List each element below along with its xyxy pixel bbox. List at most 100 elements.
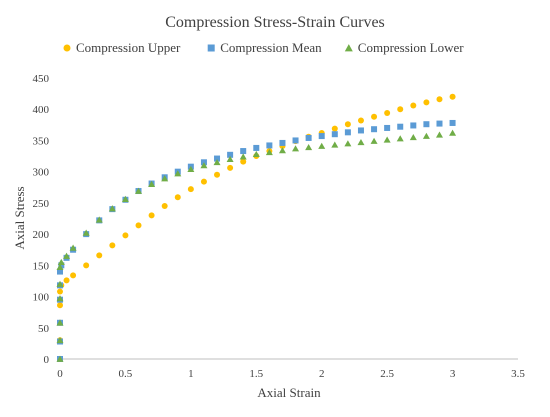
data-point bbox=[214, 155, 221, 162]
data-point bbox=[95, 216, 103, 223]
data-point bbox=[57, 258, 65, 266]
data-point bbox=[371, 126, 378, 133]
legend-marker bbox=[344, 44, 353, 52]
data-point bbox=[57, 268, 63, 275]
y-tick-label: 350 bbox=[33, 135, 50, 147]
data-point bbox=[135, 187, 143, 194]
data-point bbox=[174, 194, 181, 201]
data-point bbox=[108, 205, 116, 212]
data-point bbox=[279, 139, 286, 146]
data-point bbox=[266, 142, 273, 149]
data-point bbox=[122, 232, 129, 239]
y-tick-label: 100 bbox=[33, 292, 50, 304]
data-point bbox=[422, 132, 430, 139]
data-point bbox=[449, 93, 456, 100]
data-point bbox=[161, 175, 169, 182]
data-point bbox=[226, 155, 234, 163]
data-point bbox=[213, 158, 221, 166]
data-point bbox=[57, 288, 63, 295]
axes: 0 0.5 1 1.5 2 2.5 3 3.5 0 50 100 150 200 250 300 350 400… bbox=[33, 73, 526, 380]
data-point bbox=[57, 302, 63, 309]
data-point bbox=[410, 102, 417, 109]
y-tick-label: 200 bbox=[33, 229, 50, 241]
y-axis-label: Axial Stress bbox=[12, 186, 27, 249]
data-point bbox=[252, 150, 260, 158]
y-tick-label: 0 bbox=[44, 354, 50, 366]
data-point bbox=[239, 153, 247, 160]
legend-label: Compression Lower bbox=[358, 40, 464, 55]
data-point bbox=[70, 272, 77, 279]
data-point bbox=[396, 135, 404, 142]
data-point bbox=[371, 113, 378, 120]
legend: Compression Upper Compression Mean Compres… bbox=[63, 40, 464, 55]
data-point bbox=[305, 134, 312, 141]
data-point bbox=[56, 355, 64, 362]
data-point bbox=[423, 121, 430, 128]
data-point bbox=[331, 131, 338, 138]
data-point bbox=[227, 164, 234, 171]
data-point bbox=[357, 117, 364, 124]
data-point bbox=[357, 138, 365, 146]
data-point bbox=[200, 162, 208, 169]
x-axis-label: Axial Strain bbox=[257, 385, 321, 400]
data-point bbox=[148, 180, 156, 188]
legend-marker bbox=[63, 44, 71, 52]
data-point bbox=[56, 280, 64, 287]
data-point bbox=[135, 222, 142, 229]
data-point bbox=[56, 263, 64, 271]
y-tick-label: 150 bbox=[33, 260, 50, 272]
y-tick-label: 400 bbox=[33, 104, 50, 116]
data-point bbox=[187, 186, 194, 193]
data-point bbox=[397, 106, 404, 113]
data-point bbox=[82, 229, 90, 236]
data-point bbox=[318, 133, 325, 140]
series-compression-lower bbox=[56, 129, 457, 362]
data-point bbox=[357, 127, 364, 134]
legend-item: Compression Upper bbox=[63, 40, 181, 55]
x-tick-label: 3.5 bbox=[511, 368, 525, 380]
data-point bbox=[344, 140, 352, 147]
data-point bbox=[227, 151, 234, 158]
x-tick-label: 2.5 bbox=[380, 368, 394, 380]
data-point bbox=[200, 178, 207, 185]
x-tick-label: 1 bbox=[188, 368, 194, 380]
data-point bbox=[449, 129, 457, 136]
x-tick-label: 1.5 bbox=[249, 368, 263, 380]
data-point bbox=[436, 96, 443, 103]
data-point bbox=[449, 119, 456, 126]
y-tick-label: 300 bbox=[33, 167, 50, 179]
data-point bbox=[253, 144, 260, 151]
x-tick-label: 2 bbox=[319, 368, 325, 380]
data-point bbox=[63, 277, 70, 284]
chart-title: Compression Stress-Strain Curves bbox=[165, 14, 385, 31]
data-point bbox=[278, 147, 286, 154]
legend-marker bbox=[207, 44, 215, 52]
data-point bbox=[331, 125, 338, 132]
data-point bbox=[305, 143, 313, 151]
data-point bbox=[423, 99, 430, 106]
x-tick-label: 0.5 bbox=[119, 368, 133, 380]
y-tick-label: 250 bbox=[33, 198, 50, 210]
data-point bbox=[240, 158, 247, 165]
data-point bbox=[148, 212, 155, 219]
y-tick-label: 50 bbox=[38, 323, 50, 335]
data-point bbox=[56, 295, 64, 302]
data-point bbox=[265, 148, 273, 156]
data-point bbox=[435, 131, 443, 138]
data-point bbox=[56, 319, 64, 326]
data-point bbox=[331, 141, 339, 148]
data-point bbox=[214, 171, 221, 178]
legend-label: Compression Mean bbox=[220, 40, 322, 55]
data-point bbox=[292, 145, 300, 152]
data-point bbox=[344, 121, 351, 128]
data-point bbox=[161, 203, 168, 210]
data-point bbox=[187, 165, 195, 173]
data-point bbox=[318, 142, 326, 149]
data-point bbox=[56, 336, 64, 344]
data-point bbox=[69, 244, 77, 251]
data-point bbox=[121, 195, 129, 202]
data-point bbox=[383, 136, 391, 143]
y-tick-label: 450 bbox=[33, 73, 50, 85]
